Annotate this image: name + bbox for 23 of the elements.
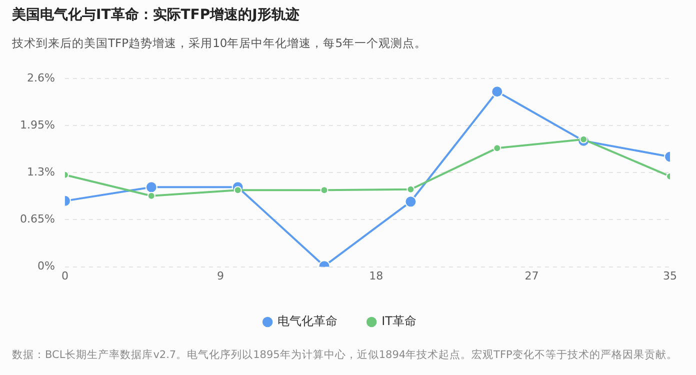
point (404, 196, 417, 208)
chart-title: 美国电气化与IT革命：实际TFP增速的J形轨迹 (12, 6, 300, 24)
y-tick-label: 0% (37, 260, 55, 273)
y-tick-label: 2.6% (26, 71, 55, 84)
chart-subtitle: 技术到来后的美国TFP趋势增速，采用10年居中年化增速，每5年一个观测点。 (12, 36, 427, 51)
point (320, 186, 328, 194)
x-tick-label: 0 (61, 269, 68, 282)
x-tick-label: 9 (217, 269, 224, 282)
point (406, 185, 415, 194)
point (145, 181, 158, 194)
text: 数据：BCL长期生产率数据库v2.7。电气化序列以1895年为计算中心，近似1894年技术起点。宏观TFP变化不等于技术的严格因果贡献。 (12, 348, 678, 362)
point (147, 192, 156, 200)
y-tick-label: 1.95% (20, 118, 55, 132)
point (491, 86, 504, 98)
point (493, 144, 502, 152)
point (234, 186, 242, 194)
x-tick-label: 18 (369, 269, 384, 282)
legend-label: IT革命 (382, 314, 416, 328)
x-tick-label: 27 (524, 269, 539, 282)
y-tick-label: 0.65% (20, 212, 55, 226)
y-tick-label: 1.3% (26, 166, 55, 179)
legend-label: 电气化革命 (278, 314, 338, 328)
x-tick-label: 35 (663, 269, 677, 282)
